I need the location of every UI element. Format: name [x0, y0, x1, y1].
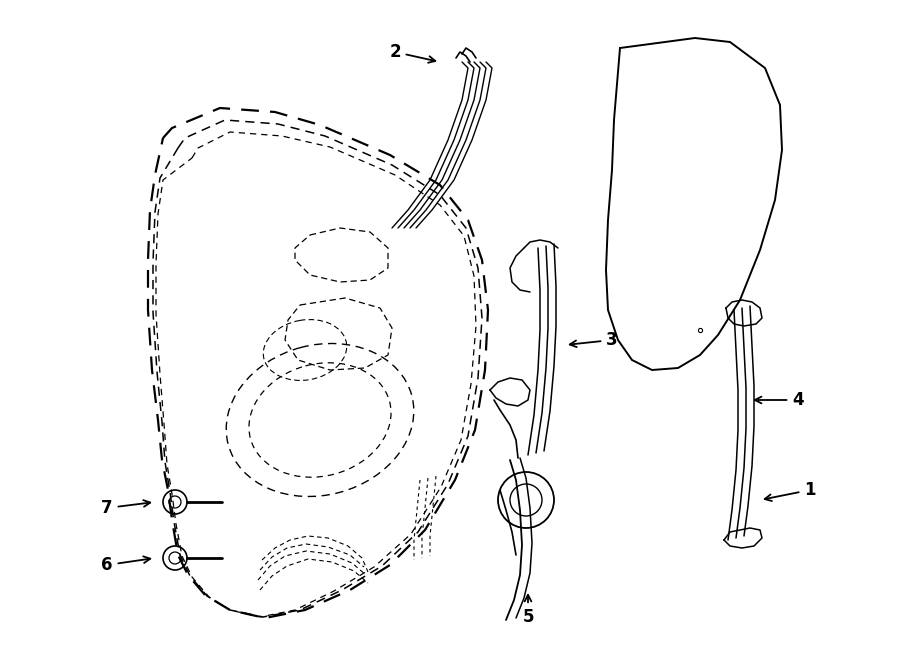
Text: 2: 2 [389, 43, 436, 63]
Text: 6: 6 [101, 556, 150, 574]
Text: 7: 7 [101, 499, 150, 517]
Text: 5: 5 [522, 595, 534, 626]
Text: 1: 1 [765, 481, 815, 501]
Text: 4: 4 [755, 391, 804, 409]
Text: 3: 3 [570, 331, 617, 349]
